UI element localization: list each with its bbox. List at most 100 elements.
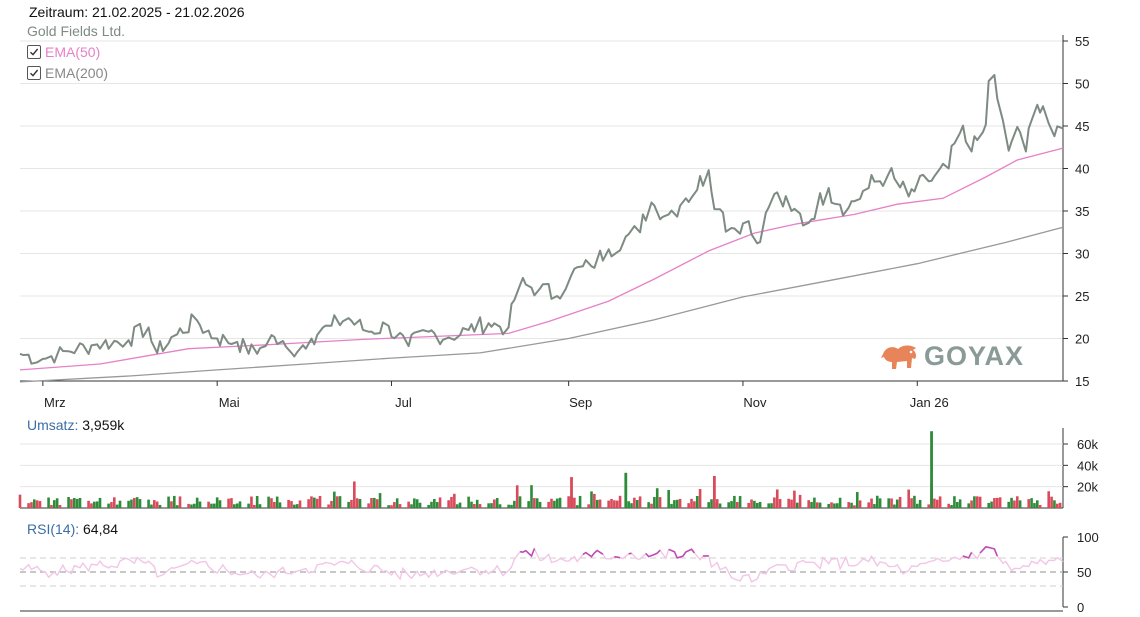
volume-bar — [138, 499, 142, 508]
volume-bar — [507, 504, 510, 508]
volume-bar — [613, 500, 616, 508]
volume-bar — [213, 503, 216, 508]
volume-bar — [130, 499, 133, 508]
volume-bar — [250, 496, 253, 508]
volume-bar — [350, 499, 353, 508]
volume-bar — [495, 497, 499, 508]
volume-bar — [953, 496, 956, 508]
volume-bar — [515, 485, 519, 508]
volume-bar — [1027, 499, 1031, 508]
volume-bar — [667, 490, 670, 508]
rsi-tick-label: 50 — [1077, 565, 1091, 580]
volume-bar — [510, 504, 513, 508]
volume-bar — [715, 499, 719, 508]
volume-bar — [975, 496, 979, 508]
volume-bar — [387, 505, 390, 508]
volume-bar — [358, 498, 362, 508]
volume-bar — [95, 501, 99, 508]
volume-bar — [830, 502, 833, 508]
volume-tick-label: 40k — [1077, 458, 1098, 473]
volume-bar — [767, 503, 770, 508]
ema50-line — [19, 147, 1064, 371]
volume-bar — [833, 503, 836, 508]
volume-bar — [635, 499, 639, 508]
x-axis: Mrz Mai Jul Sep Nov Jan 26 — [42, 381, 949, 410]
volume-bar — [693, 501, 696, 508]
volume-bar — [390, 505, 393, 508]
volume-bar — [67, 497, 70, 508]
volume-bar — [990, 501, 993, 508]
volume-bar — [593, 493, 596, 508]
ema200-line — [19, 226, 1064, 383]
volume-bar — [813, 497, 816, 508]
ema200-checkbox[interactable] — [27, 66, 41, 80]
volume-bar — [218, 500, 222, 508]
rsi-key: RSI(14): — [27, 521, 80, 537]
volume-bar — [1058, 502, 1062, 508]
volume-bar — [712, 476, 716, 508]
volume-bar — [1018, 500, 1022, 508]
volume-bar — [173, 495, 176, 508]
volume-bar — [107, 503, 110, 508]
volume-bar — [750, 499, 753, 508]
volume-bar — [52, 500, 56, 508]
volume-bar — [370, 497, 373, 508]
volume-bar — [187, 503, 190, 508]
volume-bar — [838, 497, 842, 508]
volume-bar — [950, 505, 953, 508]
volume-bar — [47, 497, 50, 508]
volume-bar — [307, 499, 310, 508]
volume-bar — [327, 504, 330, 508]
volume-bar — [313, 497, 316, 508]
volume-bar — [890, 498, 893, 508]
volume-bar — [1038, 504, 1042, 508]
x-tick-label: Nov — [743, 395, 767, 410]
volume-bar — [567, 496, 570, 508]
volume-bar — [198, 501, 202, 508]
volume-bar — [167, 496, 170, 508]
volume-bar — [733, 495, 736, 508]
rsi-panel: 0 50 100 — [19, 530, 1099, 615]
volume-bar — [170, 501, 173, 508]
ema50-checkbox[interactable] — [27, 45, 41, 59]
x-tick-label: Jan 26 — [910, 395, 949, 410]
volume-bar — [578, 495, 582, 508]
volume-bar — [373, 497, 376, 508]
volume-bar — [78, 497, 82, 508]
volume-bar — [418, 502, 422, 508]
legend-ema200[interactable]: EMA(200) — [27, 65, 108, 81]
volume-bar — [393, 502, 396, 508]
volume-bar — [38, 501, 42, 508]
volume-bar — [450, 496, 453, 508]
volume-bar — [995, 497, 999, 508]
volume-bar — [398, 504, 402, 508]
price-tick-label: 35 — [1075, 204, 1089, 219]
volume-bar — [118, 500, 122, 508]
volume-bar — [338, 496, 342, 508]
volume-bar — [787, 498, 790, 508]
volume-bar — [315, 498, 319, 508]
volume-bar — [553, 500, 556, 508]
volume-bar — [630, 503, 633, 508]
price-tick-label: 30 — [1075, 247, 1089, 262]
period-label: Zeitraum: 21.02.2025 - 21.02.2026 — [29, 4, 245, 20]
volume-bar — [575, 505, 579, 508]
volume-bar — [110, 502, 113, 508]
volume-bar — [72, 497, 76, 508]
volume-bar — [770, 503, 773, 508]
volume-bar — [413, 498, 416, 508]
volume-bar — [270, 498, 273, 508]
volume-bar — [473, 504, 476, 508]
volume-bar — [707, 502, 710, 508]
volume-bar — [153, 500, 156, 508]
volume-bar — [853, 505, 856, 508]
volume-bar — [447, 500, 450, 508]
volume-bar — [1030, 498, 1033, 508]
legend-ema50[interactable]: EMA(50) — [27, 44, 100, 60]
volume-bar — [607, 500, 610, 508]
volume-bar — [993, 497, 996, 508]
volume-bar — [970, 500, 973, 508]
volume-bar — [687, 503, 690, 508]
volume-bar — [927, 504, 930, 508]
volume-bar — [898, 496, 902, 508]
